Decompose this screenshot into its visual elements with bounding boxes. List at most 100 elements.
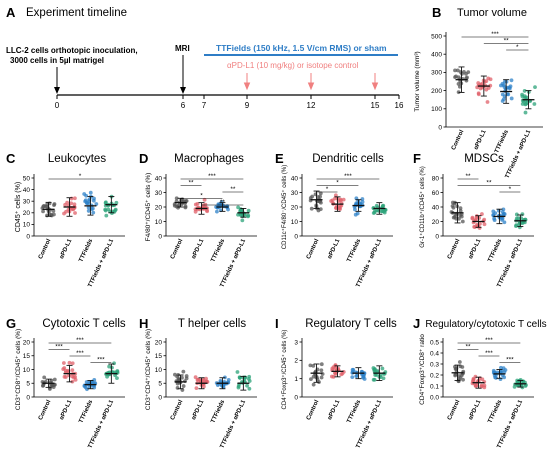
data-point-f-0-4 xyxy=(451,205,456,210)
data-point-e-3-14 xyxy=(372,210,377,215)
apdl1-dose-arrowhead-day9 xyxy=(243,82,251,91)
data-point-c-2-14 xyxy=(91,210,96,215)
category-label-d-0: Control xyxy=(170,238,185,260)
data-point-f-0-16 xyxy=(458,206,463,211)
data-point-i-3-17 xyxy=(373,373,378,377)
panel-letter-h: H xyxy=(139,316,148,331)
data-point-j-1-8 xyxy=(479,383,484,388)
data-point-h-0-19 xyxy=(175,385,180,390)
significance-label-j-3: *** xyxy=(506,357,514,364)
data-point-j-0-18 xyxy=(457,360,462,364)
panel-letter-j: J xyxy=(413,316,420,331)
data-point-g-3-10 xyxy=(115,376,119,381)
significance-label-j-0: *** xyxy=(485,337,493,344)
significance-label-b-0: *** xyxy=(491,31,499,38)
category-label-h-0: Control xyxy=(170,399,185,421)
data-point-h-3-6 xyxy=(247,386,252,391)
timeline-title: Experiment timeline xyxy=(26,7,127,19)
category-label-c-2: TTFields xyxy=(78,238,94,263)
significance-label-j-1: ** xyxy=(465,344,471,351)
category-label-e-0: Control xyxy=(306,238,321,260)
y-tick-label-b-1: 100 xyxy=(431,106,442,113)
data-point-j-0-11 xyxy=(459,373,464,378)
data-point-b-1-18 xyxy=(476,92,481,97)
category-label-c-1: αPD-L1 xyxy=(59,238,74,260)
data-point-h-3-19 xyxy=(246,376,251,381)
y-tick-label-b-4: 400 xyxy=(431,52,442,59)
data-point-g-1-14 xyxy=(70,368,75,373)
data-point-g-1-17 xyxy=(70,374,74,379)
y-tick-label-f-2: 40 xyxy=(432,204,440,211)
data-point-f-0-2 xyxy=(458,209,463,213)
data-point-c-3-10 xyxy=(114,200,119,205)
data-point-e-0-19 xyxy=(310,194,315,199)
data-point-i-3-16 xyxy=(371,377,376,382)
data-point-c-1-18 xyxy=(73,196,77,201)
y-tick-label-g-4: 20 xyxy=(23,339,31,346)
significance-label-b-1: ** xyxy=(504,38,510,45)
data-point-d-2-10 xyxy=(215,209,219,214)
data-point-b-0-14 xyxy=(453,68,457,73)
y-tick-label-j-2: 0.2 xyxy=(430,372,439,379)
data-point-i-0-18 xyxy=(311,363,316,368)
data-point-f-3-19 xyxy=(514,223,519,228)
y-tick-label-c-0: 0 xyxy=(26,233,30,240)
data-point-g-1-18 xyxy=(62,366,67,370)
data-point-b-3-19 xyxy=(532,102,537,106)
y-tick-label-e-0: 0 xyxy=(294,233,298,240)
y-tick-label-e-1: 10 xyxy=(291,219,299,226)
data-point-h-3-7 xyxy=(245,383,249,388)
y-tick-label-f-1: 20 xyxy=(432,219,440,226)
data-point-h-1-12 xyxy=(193,375,198,380)
data-point-h-2-16 xyxy=(221,384,225,389)
data-point-j-1-17 xyxy=(480,377,485,382)
data-point-d-1-18 xyxy=(204,208,209,213)
data-point-d-3-4 xyxy=(246,208,251,213)
y-tick-label-b-5: 500 xyxy=(431,33,442,40)
significance-label-f-2: * xyxy=(509,186,512,193)
data-point-g-3-14 xyxy=(110,365,114,370)
y-axis-label-g: CD3⁺CD8⁺/CD45⁺ cells (%) xyxy=(15,329,22,410)
y-tick-label-d-0: 0 xyxy=(158,233,162,240)
data-point-f-3-13 xyxy=(520,212,525,217)
category-label-f-2: TTFields xyxy=(487,238,503,263)
y-tick-label-j-1: 0.1 xyxy=(430,383,439,390)
inoculation-arrowhead xyxy=(54,87,60,94)
data-point-c-1-14 xyxy=(73,211,77,215)
data-point-i-1-19 xyxy=(331,374,336,379)
y-tick-label-g-3: 15 xyxy=(23,353,31,360)
data-point-i-2-17 xyxy=(362,377,367,381)
data-point-g-3-16 xyxy=(105,374,109,379)
data-point-f-0-11 xyxy=(457,216,461,221)
category-label-b-1: αPD-L1 xyxy=(473,129,488,151)
panel-letter-c: C xyxy=(6,151,16,166)
panel-g-cytotoxic-t-cells: G Cytotoxic T cells 0 5 10 15 20CD3⁺CD8⁺/CD45⁺… xyxy=(6,316,126,449)
data-point-b-0-7 xyxy=(455,68,460,73)
significance-label-e-0: *** xyxy=(344,173,352,180)
panel-letter-i: I xyxy=(275,316,279,331)
data-point-i-3-19 xyxy=(381,376,386,381)
category-label-j-2: TTFields xyxy=(487,399,503,424)
data-point-j-2-16 xyxy=(499,365,503,370)
panel-letter-d: D xyxy=(139,151,148,166)
data-point-h-0-8 xyxy=(181,369,186,374)
category-label-e-1: αPD-L1 xyxy=(327,238,342,260)
data-point-b-1-17 xyxy=(484,79,489,84)
data-point-b-0-8 xyxy=(460,71,464,76)
category-label-i-1: αPD-L1 xyxy=(327,399,342,421)
data-point-d-3-18 xyxy=(246,213,251,218)
data-point-f-0-13 xyxy=(453,212,458,217)
y-tick-label-g-2: 10 xyxy=(23,367,31,374)
panel-title-b: Tumor volume xyxy=(457,7,527,19)
y-axis-label-h: CD3⁺CD4⁺/CD45⁺ cells (%) xyxy=(145,329,152,410)
data-point-b-0-15 xyxy=(456,75,461,80)
data-point-g-1-8 xyxy=(67,373,71,378)
data-point-c-0-9 xyxy=(41,209,45,214)
y-axis-label-b: Tumor volume (mm³) xyxy=(414,51,421,111)
data-point-f-3-15 xyxy=(514,216,519,221)
y-axis-label-j: CD4⁺Foxp3⁺/CD8⁺ ratio xyxy=(419,334,426,405)
data-point-f-1-17 xyxy=(482,217,487,222)
significance-label-d-4: ** xyxy=(220,199,226,206)
